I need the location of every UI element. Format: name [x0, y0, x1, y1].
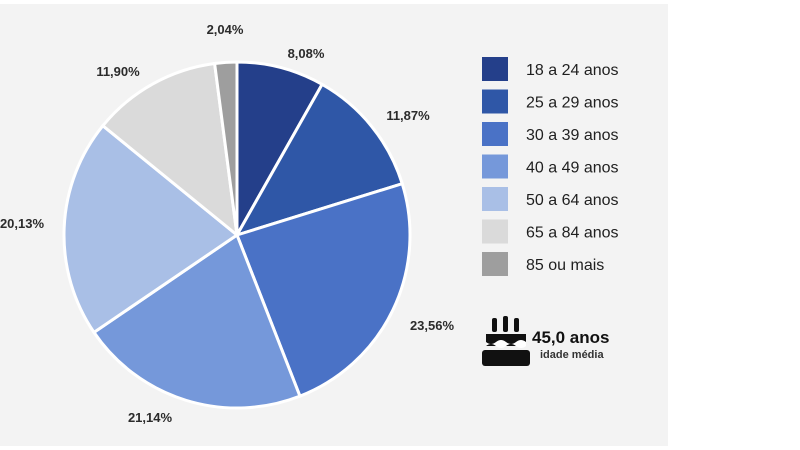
slice-label-7: 2,04% [207, 22, 244, 37]
legend-swatch-6 [482, 219, 508, 244]
legend-swatch-5 [482, 187, 508, 211]
legend-label-5: 50 a 64 anos [526, 192, 619, 209]
slice-label-5: 20,13% [0, 216, 44, 231]
pie-slice-4 [91, 232, 302, 410]
legend-swatch-3 [482, 122, 508, 146]
slice-label-6: 11,90% [96, 64, 140, 79]
slice-label-1: 8,08% [288, 46, 325, 61]
average-age-box: 45,0 anos idade média [482, 314, 652, 374]
legend-swatch-1 [482, 57, 508, 81]
slice-label-3: 23,56% [410, 318, 455, 333]
legend-label-2: 25 a 29 anos [526, 95, 619, 112]
legend-label-1: 18 a 24 anos [526, 62, 619, 79]
slice-label-4: 21,14% [128, 410, 173, 425]
slice-label-2: 11,87% [386, 108, 430, 123]
pie-slice-1 [235, 60, 325, 241]
pie-slice-2 [233, 82, 405, 238]
pie-slice-7 [212, 60, 239, 236]
legend-label-4: 40 a 49 anos [526, 160, 619, 177]
pie-slice-5 [62, 123, 240, 335]
average-age-caption: idade média [540, 349, 604, 361]
legend-swatch-7 [482, 252, 508, 276]
legend-swatch-2 [482, 89, 508, 114]
legend-label-6: 65 a 84 anos [526, 225, 619, 242]
pie-slice-6 [100, 61, 239, 239]
legend-label-7: 85 ou mais [526, 257, 604, 274]
legend-swatch-4 [482, 154, 508, 179]
average-age-value: 45,0 anos [532, 328, 610, 347]
cake-icon [482, 316, 530, 366]
legend-label-3: 30 a 39 anos [526, 127, 619, 144]
